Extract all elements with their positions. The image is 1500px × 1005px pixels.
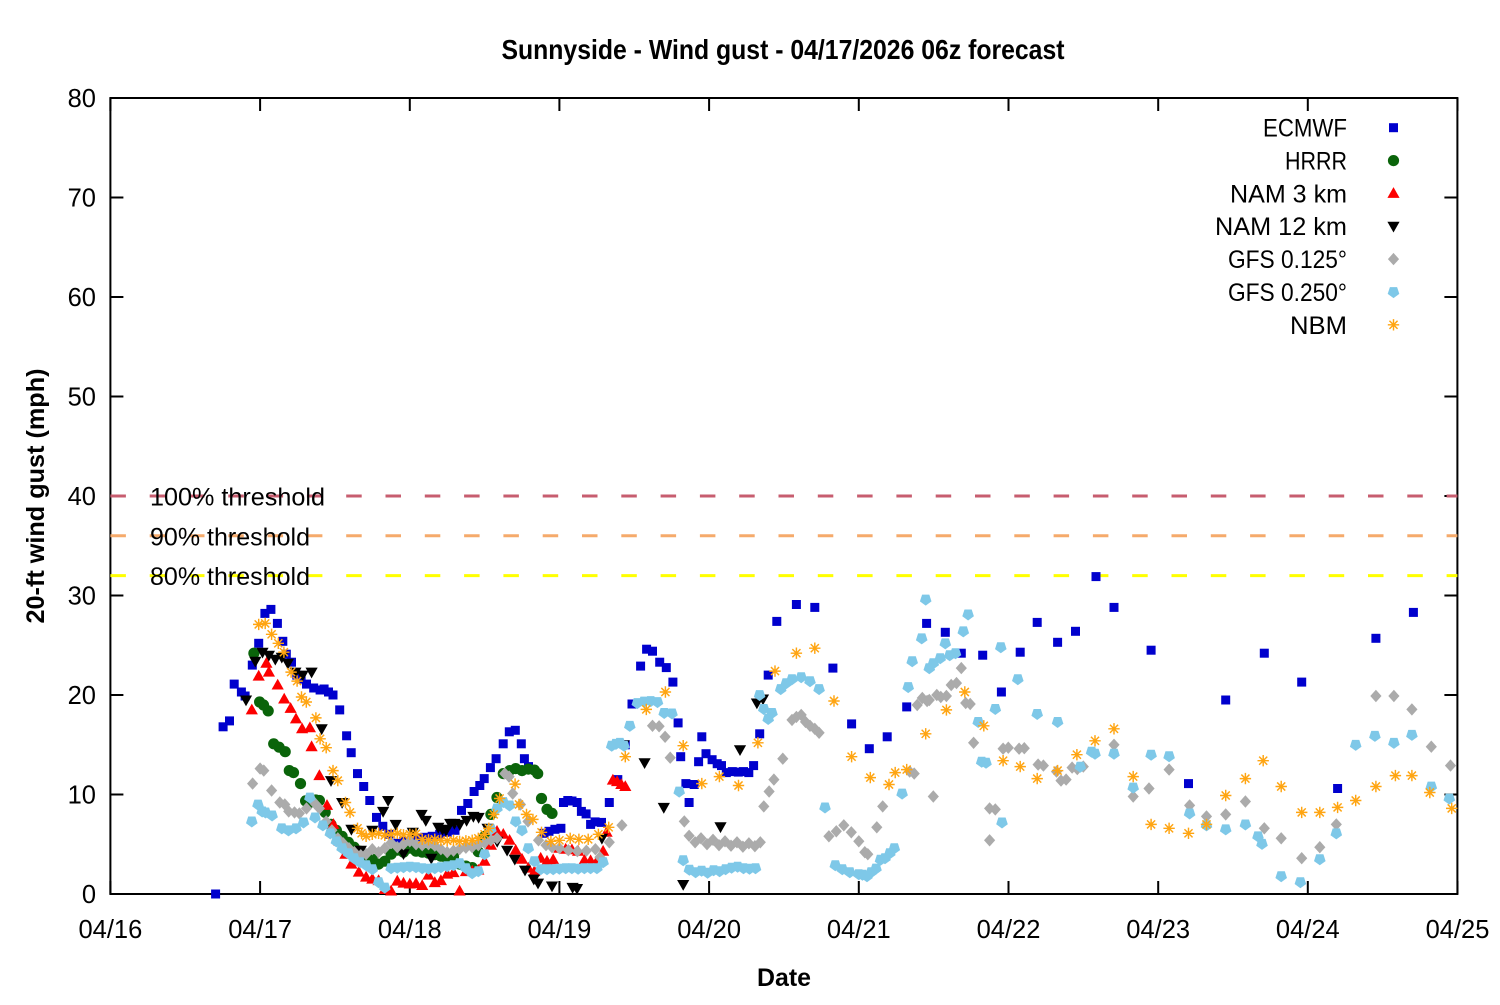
svg-text:90% threshold: 90% threshold bbox=[150, 523, 310, 551]
svg-text:04/25: 04/25 bbox=[1426, 916, 1490, 944]
svg-text:04/17: 04/17 bbox=[228, 916, 292, 944]
svg-text:20-ft wind gust (mph): 20-ft wind gust (mph) bbox=[22, 369, 50, 624]
svg-text:04/18: 04/18 bbox=[378, 916, 442, 944]
svg-text:NAM 3 km: NAM 3 km bbox=[1230, 180, 1347, 208]
svg-text:HRRR: HRRR bbox=[1285, 148, 1347, 176]
svg-text:40: 40 bbox=[68, 483, 96, 511]
svg-text:0: 0 bbox=[82, 881, 96, 909]
svg-text:GFS 0.250°: GFS 0.250° bbox=[1228, 279, 1347, 307]
svg-text:GFS 0.125°: GFS 0.125° bbox=[1228, 246, 1347, 274]
svg-text:04/20: 04/20 bbox=[677, 916, 741, 944]
svg-text:ECMWF: ECMWF bbox=[1263, 115, 1347, 143]
svg-text:04/19: 04/19 bbox=[527, 916, 591, 944]
svg-text:30: 30 bbox=[68, 583, 96, 611]
svg-text:NBM: NBM bbox=[1290, 312, 1347, 340]
svg-text:10: 10 bbox=[68, 782, 96, 810]
svg-text:04/21: 04/21 bbox=[827, 916, 891, 944]
svg-text:04/23: 04/23 bbox=[1126, 916, 1190, 944]
svg-text:60: 60 bbox=[68, 284, 96, 312]
svg-text:50: 50 bbox=[68, 384, 96, 412]
svg-text:Sunnyside - Wind gust - 04/17/: Sunnyside - Wind gust - 04/17/2026 06z f… bbox=[502, 34, 1065, 65]
svg-text:NAM 12 km: NAM 12 km bbox=[1215, 213, 1347, 241]
svg-text:04/16: 04/16 bbox=[78, 916, 142, 944]
svg-text:80% threshold: 80% threshold bbox=[150, 563, 310, 591]
svg-text:20: 20 bbox=[68, 682, 96, 710]
svg-text:70: 70 bbox=[68, 185, 96, 213]
svg-text:100% threshold: 100% threshold bbox=[150, 484, 325, 512]
svg-text:04/24: 04/24 bbox=[1276, 916, 1340, 944]
svg-text:04/22: 04/22 bbox=[977, 916, 1041, 944]
svg-text:80: 80 bbox=[68, 85, 96, 113]
svg-text:Date: Date bbox=[757, 964, 811, 992]
